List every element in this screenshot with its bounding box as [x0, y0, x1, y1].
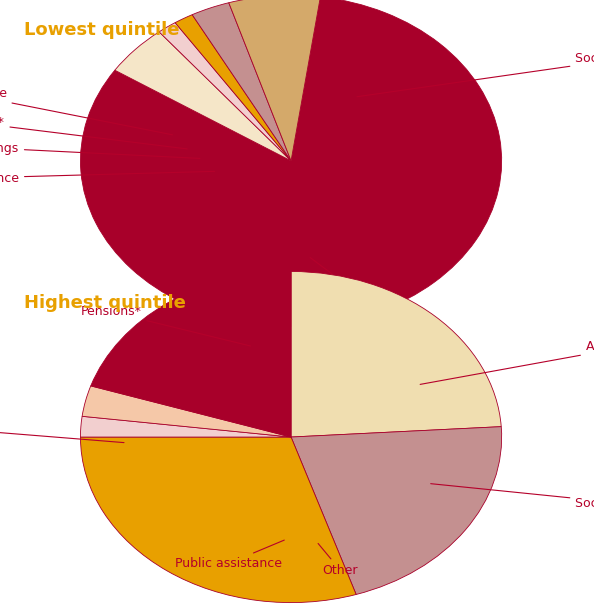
Text: Pensions*: Pensions*: [0, 116, 187, 149]
Wedge shape: [80, 437, 356, 603]
Text: Lowest quintile: Lowest quintile: [24, 21, 179, 39]
Wedge shape: [192, 2, 291, 161]
Text: Highest quintile: Highest quintile: [24, 294, 186, 313]
Wedge shape: [80, 416, 291, 437]
Wedge shape: [291, 271, 501, 437]
Wedge shape: [115, 32, 291, 161]
Text: Earnings: Earnings: [0, 421, 124, 443]
Wedge shape: [91, 271, 291, 437]
Text: Other: Other: [318, 543, 358, 577]
Text: Other: Other: [310, 257, 365, 291]
Text: Social Security: Social Security: [431, 484, 594, 509]
Wedge shape: [159, 22, 291, 161]
Wedge shape: [291, 427, 502, 594]
Text: Public assistance: Public assistance: [175, 540, 285, 570]
Wedge shape: [82, 386, 291, 437]
Wedge shape: [175, 15, 291, 161]
Text: Social Security: Social Security: [357, 52, 594, 97]
Text: Pensions*: Pensions*: [80, 305, 251, 346]
Wedge shape: [80, 0, 502, 327]
Text: Asset income: Asset income: [0, 87, 172, 135]
Text: Earnings: Earnings: [0, 141, 200, 158]
Text: Asset income: Asset income: [420, 340, 594, 384]
Text: Public assistance: Public assistance: [0, 171, 214, 185]
Wedge shape: [229, 0, 320, 161]
